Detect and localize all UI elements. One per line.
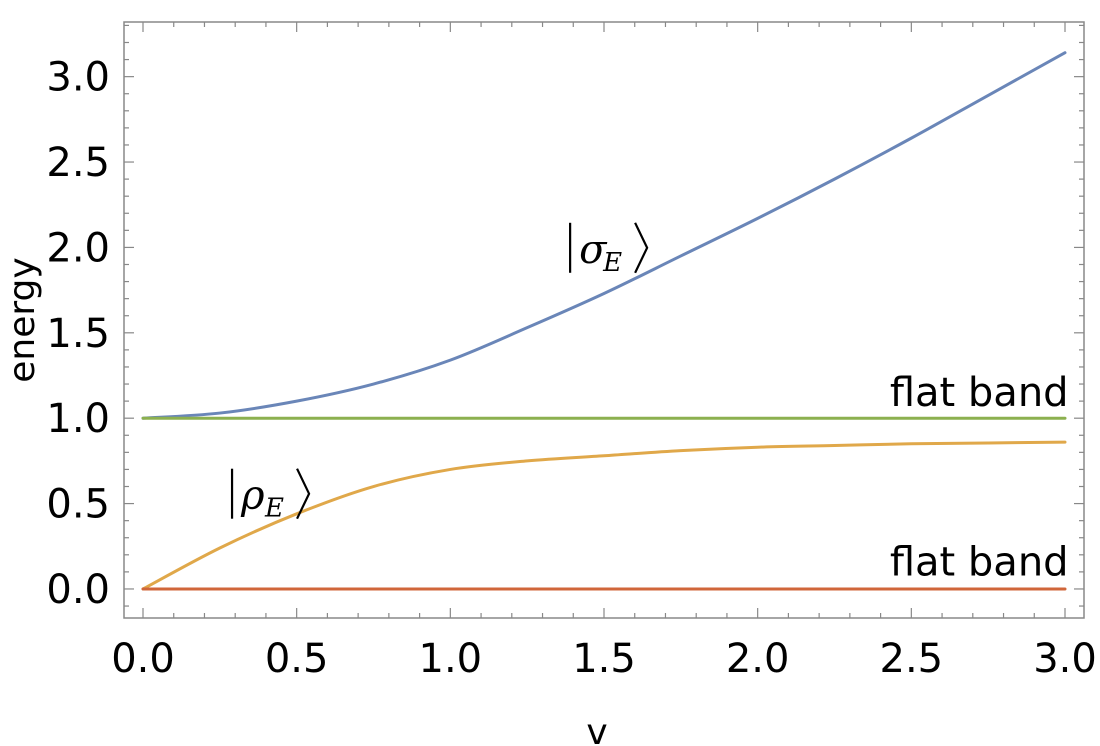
series-line-2: [141, 440, 1067, 591]
x-tick-label: 0.5: [265, 636, 329, 682]
series-lines: [141, 51, 1067, 591]
svg-text:E: E: [602, 248, 622, 278]
svg-text:σ: σ: [579, 227, 608, 273]
x-tick-label: 1.0: [419, 636, 483, 682]
x-tick-label: 1.5: [572, 636, 636, 682]
annotation-flat-upper: flat band: [890, 370, 1069, 416]
x-tick-label: 2.5: [880, 636, 944, 682]
x-axis-label: v: [586, 712, 607, 746]
y-axis-label: energy: [2, 257, 43, 382]
svg-text:E: E: [264, 494, 284, 524]
y-tick-label: 3.0: [46, 55, 110, 101]
x-tick-label: 0.0: [111, 636, 175, 682]
tick-labels: 0.0 0.5 1.0 1.5 2.0 2.5 3.0 0.0 0.5 1.0 1.5 2.0 2.5 3…: [46, 55, 1096, 682]
svg-text:ρ: ρ: [240, 473, 265, 519]
plot-frame: [123, 21, 1085, 619]
y-tick-label: 1.5: [46, 311, 110, 357]
series-line-0: [141, 51, 1067, 420]
annotation-flat-lower: flat band: [890, 539, 1069, 585]
y-tick-label: 0.0: [46, 567, 110, 613]
y-tick-label: 2.5: [46, 140, 110, 186]
y-tick-label: 1.0: [46, 396, 110, 442]
x-tick-label: 2.0: [726, 636, 790, 682]
x-tick-label: 3.0: [1033, 636, 1097, 682]
y-tick-label: 2.0: [46, 225, 110, 271]
annotation-sigma: σE: [569, 222, 649, 278]
ticks: [124, 22, 1084, 618]
y-tick-label: 0.5: [46, 482, 110, 528]
